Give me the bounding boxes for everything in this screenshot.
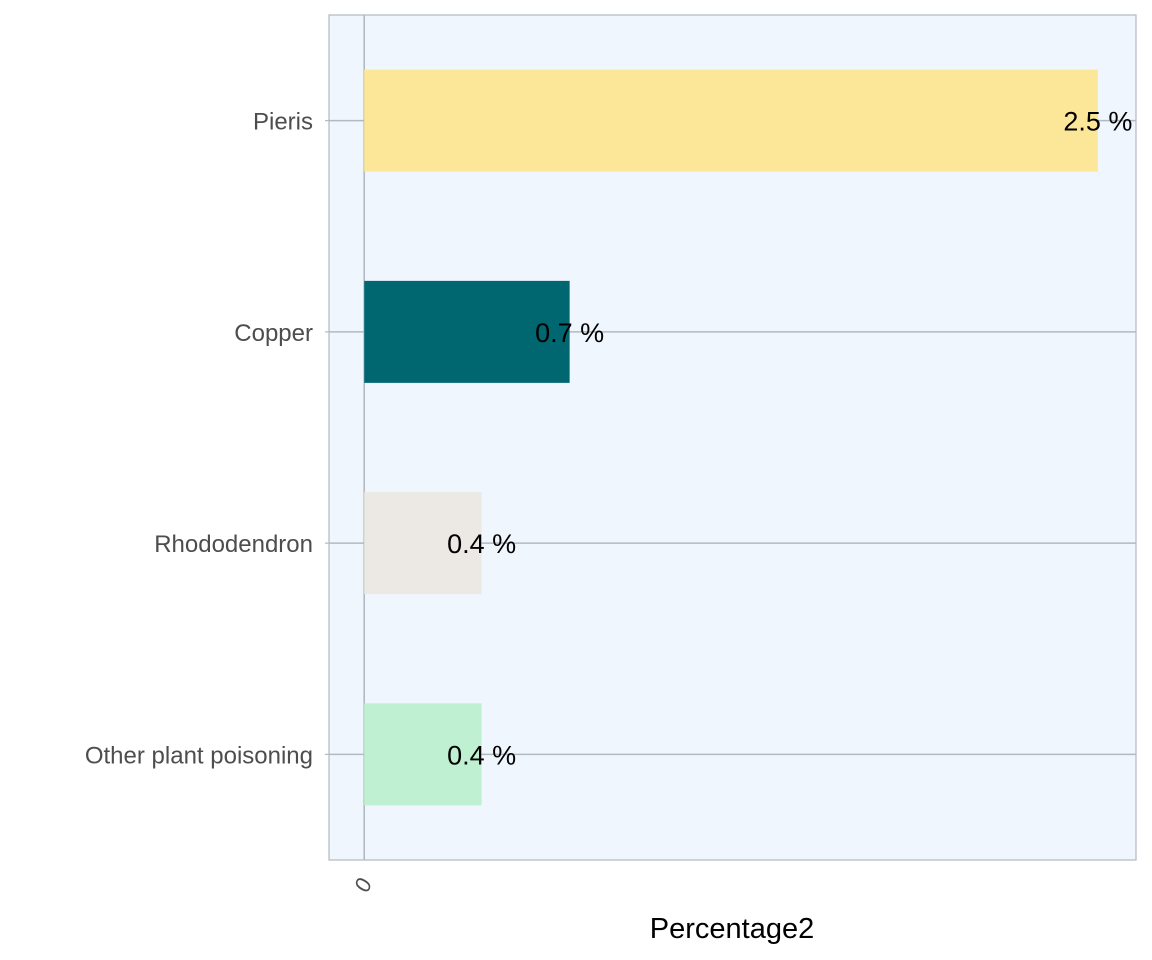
value-label: 2.5 % [1063,107,1132,137]
category-label: Rhododendron [154,531,313,558]
value-label: 0.4 % [447,529,516,559]
bar [364,703,482,806]
category-label: Copper [234,320,313,347]
x-axis-title: Percentage2 [650,913,814,945]
bar [364,69,1098,172]
bars [364,69,1098,806]
bar [364,492,482,595]
category-label: Other plant poisoning [85,742,313,769]
value-label: 0.7 % [535,318,604,348]
category-labels: Pieris Copper Rhododendron Other plant pois… [85,109,313,770]
value-label: 0.4 % [447,740,516,770]
x-tick-label: 0 [349,874,377,895]
bar [364,280,570,383]
category-label: Pieris [253,109,313,136]
value-labels: 2.5 % 0.7 % 0.4 % 0.4 % [447,107,1132,771]
x-tick-labels: 0 [349,874,377,895]
